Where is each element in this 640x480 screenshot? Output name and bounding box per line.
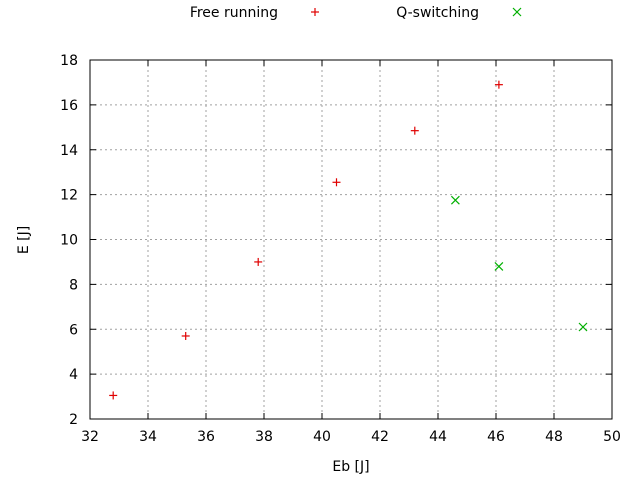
y-tick-label: 6 — [69, 322, 78, 338]
data-point-0 — [332, 178, 341, 187]
x-tick-label: 40 — [313, 429, 331, 445]
y-tick-label: 2 — [69, 412, 78, 428]
data-point-0 — [109, 391, 118, 400]
x-tick-label: 44 — [429, 429, 447, 445]
data-points — [109, 80, 588, 400]
data-point-1 — [494, 262, 504, 271]
legend-marker-glyph-1 — [512, 7, 522, 17]
y-tick-label: 8 — [69, 277, 78, 293]
data-point-0 — [410, 126, 419, 135]
x-tick-label: 36 — [197, 429, 215, 445]
x-tick-label: 48 — [545, 429, 563, 445]
data-point-0 — [181, 331, 190, 340]
x-tick-label: 38 — [255, 429, 273, 445]
data-point-1 — [578, 322, 588, 332]
x-axis-label: Eb [J] — [332, 459, 369, 475]
y-tick-label: 16 — [60, 98, 78, 114]
legend-label-1: Q-switching — [396, 5, 479, 21]
data-point-0 — [494, 80, 503, 89]
grid — [90, 60, 612, 419]
legend-marker-glyph-0 — [311, 8, 319, 16]
data-point-0 — [254, 257, 263, 266]
x-tick-label: 32 — [81, 429, 99, 445]
legend: Free running Q-switching — [190, 5, 522, 21]
x-tick-label: 42 — [371, 429, 389, 445]
y-tick-label: 18 — [60, 53, 78, 69]
x-tick-label: 50 — [603, 429, 621, 445]
data-point-1 — [450, 195, 460, 205]
y-tick-label: 10 — [60, 233, 78, 249]
x-tick-label: 46 — [487, 429, 505, 445]
legend-label-0: Free running — [190, 5, 278, 21]
y-tick-label: 4 — [69, 367, 78, 383]
legend-marker-0 — [311, 8, 319, 16]
y-tick-label: 12 — [60, 188, 78, 204]
legend-marker-1 — [512, 7, 522, 17]
y-tick-label: 14 — [60, 143, 78, 159]
y-axis-label: E [J] — [16, 226, 32, 254]
x-tick-label: 34 — [139, 429, 157, 445]
